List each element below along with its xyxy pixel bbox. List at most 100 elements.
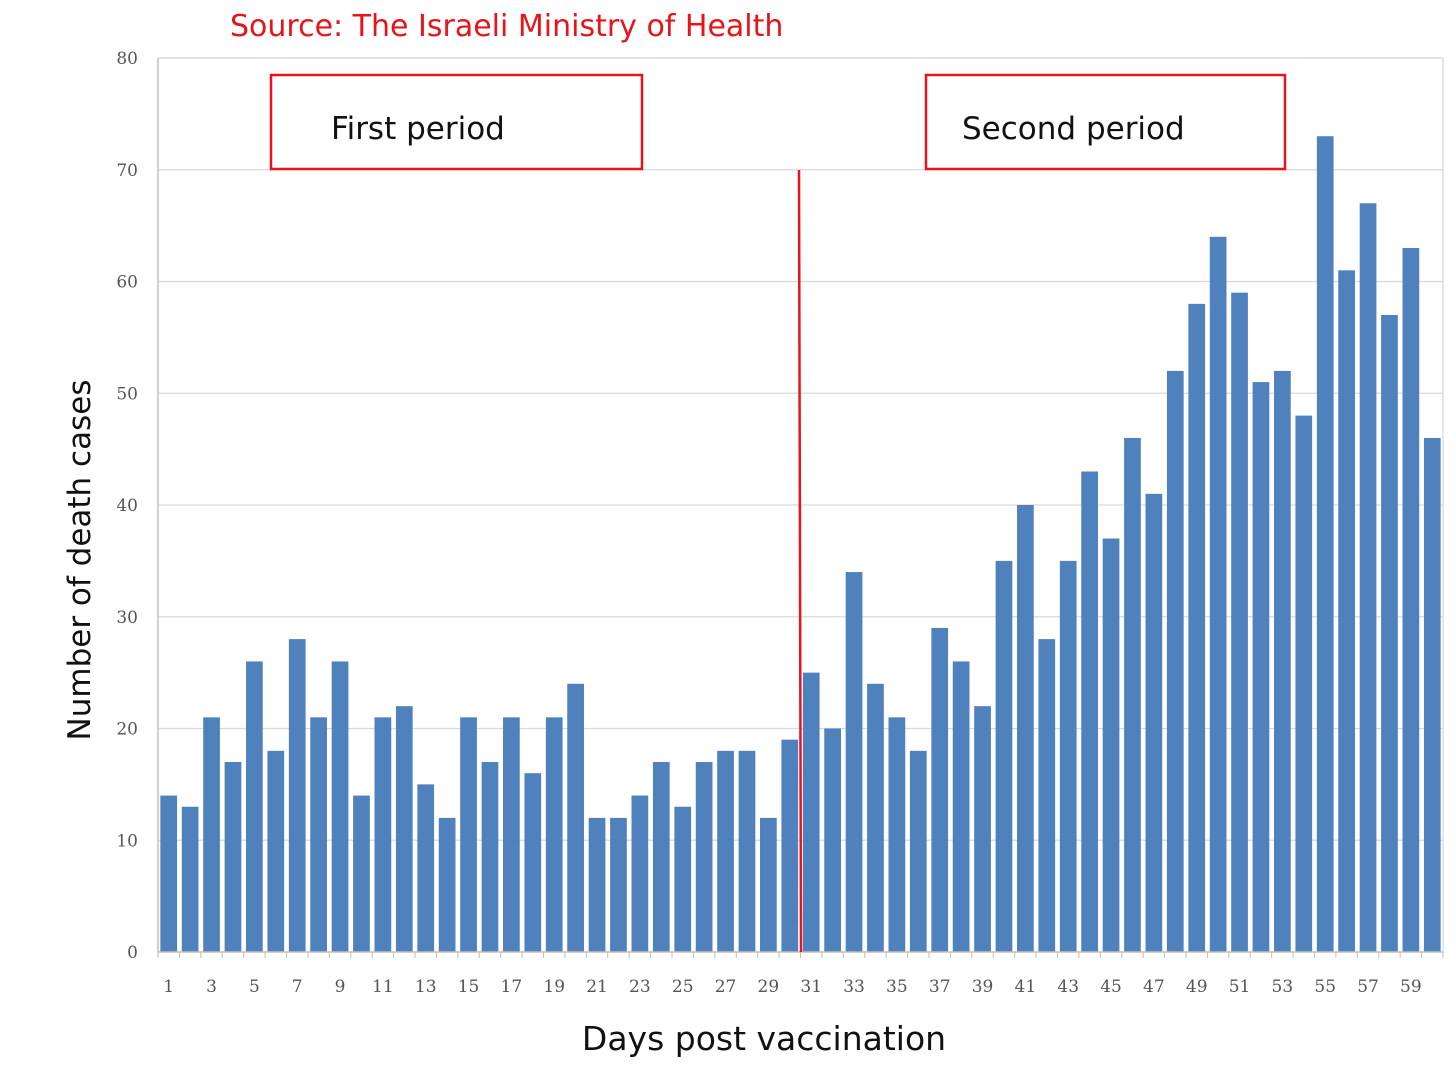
bar-day-59 bbox=[1402, 247, 1420, 953]
x-axis-title: Days post vaccination bbox=[582, 1019, 946, 1058]
y-tick-label: 50 bbox=[116, 384, 138, 404]
bar-day-58 bbox=[1381, 315, 1398, 952]
x-tick-label: 5 bbox=[249, 977, 260, 997]
y-tick-label: 60 bbox=[116, 273, 138, 293]
bar-day-16 bbox=[481, 762, 499, 952]
x-tick-label: 17 bbox=[501, 977, 523, 997]
bar-day-23 bbox=[631, 795, 649, 952]
bar-day-2 bbox=[181, 806, 199, 952]
bar-day-11 bbox=[374, 717, 392, 952]
bar-day-48 bbox=[1166, 370, 1184, 952]
bar-day-21 bbox=[588, 817, 606, 952]
period-divider-line bbox=[797, 169, 803, 953]
bar-day-37 bbox=[931, 627, 949, 952]
bar-day-4 bbox=[224, 762, 242, 952]
y-tick-labels: 0 10 20 30 40 50 60 70 80 bbox=[116, 49, 138, 963]
bars bbox=[160, 136, 1441, 953]
bar-day-47 bbox=[1145, 493, 1163, 952]
y-tick-label: 80 bbox=[116, 49, 138, 69]
bar-day-42 bbox=[1038, 639, 1056, 952]
bar-day-5 bbox=[246, 661, 263, 952]
bar-day-54 bbox=[1295, 415, 1313, 953]
x-tick-label: 13 bbox=[415, 977, 437, 997]
x-tick-label: 39 bbox=[972, 977, 994, 997]
bar-day-29 bbox=[760, 817, 777, 952]
bar-day-55 bbox=[1316, 136, 1334, 953]
bar-day-50 bbox=[1209, 236, 1227, 953]
y-tick-label: 20 bbox=[116, 720, 138, 740]
bar-day-18 bbox=[524, 773, 542, 952]
bar-day-7 bbox=[288, 639, 306, 952]
bar-day-45 bbox=[1102, 538, 1120, 952]
y-tick-label: 30 bbox=[116, 608, 138, 628]
x-tick-label: 29 bbox=[758, 977, 780, 997]
x-tick-label: 41 bbox=[1015, 977, 1037, 997]
bar-day-39 bbox=[974, 706, 991, 952]
x-tick-label: 27 bbox=[715, 977, 737, 997]
bar-day-20 bbox=[567, 683, 584, 952]
second-period-box bbox=[924, 73, 1287, 171]
x-tick-label: 37 bbox=[929, 977, 951, 997]
bar-day-34 bbox=[867, 683, 884, 952]
bar-day-27 bbox=[717, 750, 734, 952]
bar-day-25 bbox=[674, 806, 692, 952]
bar-day-13 bbox=[417, 784, 435, 953]
x-tick-label: 35 bbox=[886, 977, 908, 997]
bar-day-12 bbox=[395, 706, 413, 952]
bar-day-43 bbox=[1059, 560, 1077, 953]
x-tick-label: 53 bbox=[1272, 977, 1294, 997]
x-tick-label: 3 bbox=[206, 977, 217, 997]
first-period-label: First period bbox=[331, 111, 505, 147]
bar-day-38 bbox=[952, 661, 970, 952]
bar-day-17 bbox=[503, 717, 520, 952]
x-tick-label: 51 bbox=[1229, 977, 1251, 997]
bar-day-15 bbox=[460, 717, 477, 952]
bar-day-41 bbox=[1017, 505, 1034, 952]
x-tick-label: 11 bbox=[372, 977, 394, 997]
x-tick-label: 23 bbox=[629, 977, 651, 997]
bar-day-52 bbox=[1252, 382, 1270, 953]
x-tick-label: 57 bbox=[1357, 977, 1379, 997]
x-tick-label: 55 bbox=[1314, 977, 1336, 997]
bar-day-14 bbox=[438, 817, 456, 952]
bar-day-31 bbox=[802, 672, 820, 953]
bar-day-40 bbox=[995, 560, 1013, 953]
bar-day-49 bbox=[1188, 303, 1206, 953]
bar-day-22 bbox=[610, 817, 627, 952]
bar-day-56 bbox=[1338, 270, 1355, 953]
second-period-label: Second period bbox=[962, 111, 1185, 147]
x-tick-label: 1 bbox=[163, 977, 174, 997]
bar-day-35 bbox=[888, 717, 906, 952]
bar-day-19 bbox=[545, 717, 563, 952]
x-tick-label: 59 bbox=[1400, 977, 1422, 997]
x-tick-label: 15 bbox=[458, 977, 480, 997]
bar-day-6 bbox=[267, 750, 285, 952]
bar-day-32 bbox=[824, 728, 841, 952]
bar-day-51 bbox=[1231, 292, 1248, 952]
source-text: Source: The Israeli Ministry of Health bbox=[230, 9, 783, 44]
bar-day-24 bbox=[652, 762, 670, 952]
x-tick-label: 33 bbox=[843, 977, 865, 997]
y-tick-label: 70 bbox=[116, 161, 138, 181]
bar-day-60 bbox=[1423, 437, 1441, 952]
bar-day-9 bbox=[331, 661, 349, 952]
bar-day-44 bbox=[1081, 471, 1098, 952]
x-tick-label: 45 bbox=[1100, 977, 1122, 997]
x-tick-label: 19 bbox=[543, 977, 565, 997]
bar-day-30 bbox=[781, 739, 799, 952]
x-tick-label: 7 bbox=[292, 977, 303, 997]
bar-day-28 bbox=[738, 750, 756, 952]
bar-day-3 bbox=[203, 717, 220, 952]
bar-day-1 bbox=[160, 795, 178, 952]
bar-day-36 bbox=[909, 750, 927, 952]
y-tick-label: 40 bbox=[116, 496, 138, 516]
x-tick-labels: 1 3 5 7 9 11 13 15 17 19 21 23 25 27 29 31 33 35 37 39 41 43 4… bbox=[163, 977, 1421, 997]
bar-day-8 bbox=[310, 717, 327, 952]
x-tick-label: 21 bbox=[586, 977, 608, 997]
bar-day-33 bbox=[845, 572, 863, 952]
x-tick-label: 43 bbox=[1057, 977, 1079, 997]
y-tick-label: 10 bbox=[116, 831, 138, 851]
x-tick-label: 9 bbox=[335, 977, 346, 997]
y-axis-title: Number of death cases bbox=[62, 380, 98, 741]
